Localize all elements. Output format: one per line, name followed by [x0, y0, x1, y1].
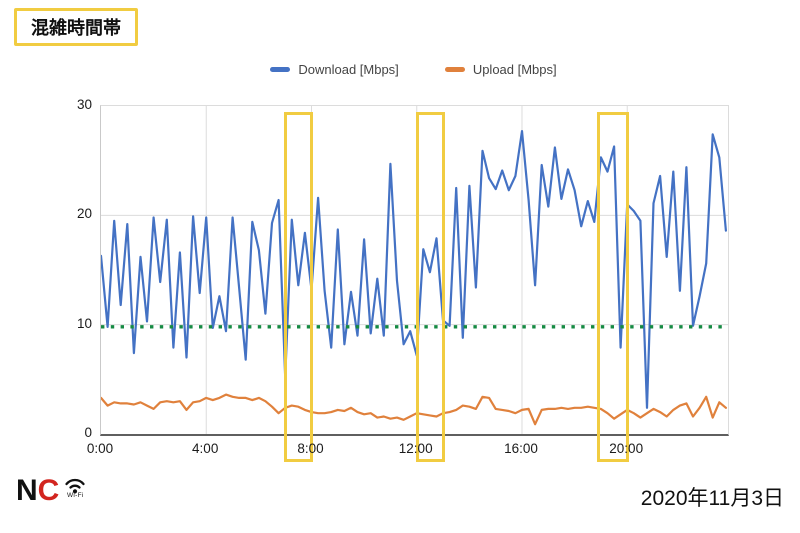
x-axis-tick-label: 20:00 — [609, 441, 644, 456]
x-axis-tick-label: 16:00 — [504, 441, 538, 456]
legend-item-upload: Upload [Mbps] — [444, 62, 557, 77]
logo-letter-c: C — [37, 474, 60, 507]
x-axis-tick-label: 8:00 — [297, 441, 324, 456]
logo-letter-n: N — [16, 474, 38, 507]
x-axis-tick-label: 0:00 — [86, 441, 114, 456]
chart-legend: Download [Mbps] Upload [Mbps] — [100, 62, 727, 77]
congestion-time-badge: 混雑時間帯 — [14, 8, 138, 46]
x-axis-tick-label: 4:00 — [192, 441, 219, 456]
wifi-icon-block: Wi-Fi — [63, 476, 87, 499]
y-axis-tick-label: 30 — [76, 97, 92, 112]
download-series-swatch — [270, 67, 291, 72]
wifi-icon-label: Wi-Fi — [67, 492, 84, 499]
download-series-label: Download [Mbps] — [298, 62, 399, 77]
speed-line-chart — [101, 106, 728, 434]
upload-series-label: Upload [Mbps] — [472, 62, 557, 77]
highlight-box — [415, 112, 445, 462]
x-axis: 0:00 4:00 8:00 12:00 16:00 20:00 — [87, 441, 727, 461]
legend-item-download: Download [Mbps] — [270, 62, 399, 77]
nc-wifi-logo: N C Wi-Fi — [16, 474, 87, 507]
date-label: 2020年11月3日 — [640, 487, 784, 510]
line-chart-plot-area — [100, 105, 729, 436]
x-axis-tick-label: 12:00 — [398, 441, 433, 456]
highlight-box — [284, 112, 314, 462]
y-axis-tick-label: 20 — [76, 206, 92, 222]
wifi-icon — [65, 478, 85, 494]
y-axis-tick-label: 10 — [76, 315, 92, 331]
series-line-upload — [101, 393, 728, 426]
y-axis-tick-label: 0 — [84, 425, 92, 440]
series-line-download — [101, 130, 728, 409]
upload-series-swatch — [444, 67, 465, 72]
highlight-box — [597, 112, 629, 462]
